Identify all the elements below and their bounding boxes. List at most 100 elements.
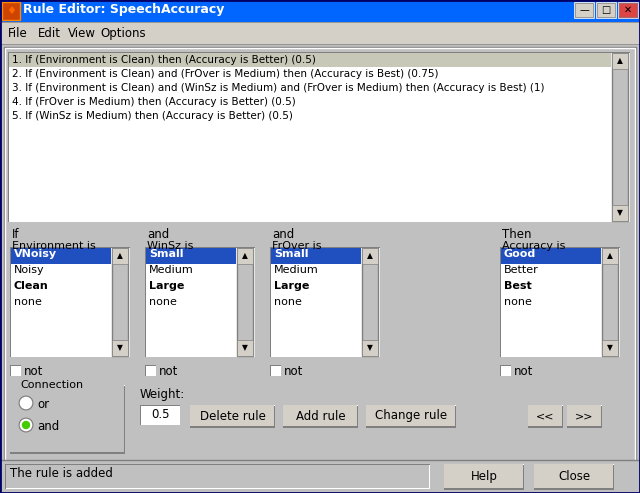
Bar [271, 248, 379, 356]
Bar [596, 2, 616, 18]
Bar [528, 405, 562, 426]
Text: >>: >> [575, 411, 594, 421]
Text: Small: Small [274, 249, 308, 259]
Bar [528, 406, 563, 428]
Bar [11, 248, 130, 357]
Bar [11, 366, 21, 376]
Text: not: not [514, 365, 533, 378]
Bar [574, 2, 594, 18]
Text: or: or [37, 398, 49, 411]
Text: View: View [68, 27, 96, 40]
Text: ▼: ▼ [607, 344, 613, 352]
Text: <<: << [536, 411, 555, 421]
Text: and: and [272, 228, 294, 241]
Bar [283, 405, 358, 427]
Bar [366, 406, 456, 428]
Bar [612, 53, 628, 69]
Text: 0.5: 0.5 [151, 408, 169, 421]
Bar [10, 247, 130, 357]
Bar [501, 248, 601, 264]
Bar [534, 464, 614, 489]
Bar [534, 465, 614, 490]
Bar [11, 366, 20, 375]
Bar [8, 52, 630, 222]
Bar [534, 464, 613, 488]
Text: WinSz is: WinSz is [147, 241, 193, 251]
Bar [2, 2, 20, 20]
Text: ▼: ▼ [242, 344, 248, 352]
Text: ▼: ▼ [367, 344, 373, 352]
Bar [575, 3, 593, 17]
Text: none: none [274, 297, 302, 307]
Text: ▲: ▲ [367, 251, 373, 260]
Text: File: File [8, 27, 28, 40]
Text: Help: Help [470, 470, 497, 483]
Text: and: and [37, 420, 60, 433]
Text: Connection: Connection [20, 380, 83, 390]
Bar [501, 248, 619, 356]
Text: not: not [159, 365, 179, 378]
Text: Then: Then [502, 228, 531, 241]
Bar [146, 366, 155, 375]
Text: ▼: ▼ [117, 344, 123, 352]
Bar [283, 406, 358, 428]
Bar [271, 366, 281, 376]
Bar [6, 465, 429, 488]
Text: Options: Options [100, 27, 146, 40]
Text: Rule Editor: SpeechAccuracy: Rule Editor: SpeechAccuracy [23, 3, 225, 16]
Bar [10, 365, 21, 376]
Text: 1. If (Environment is Clean) then (Accuracy is Better) (0.5): 1. If (Environment is Clean) then (Accur… [12, 55, 316, 65]
Circle shape [19, 418, 33, 432]
Text: 4. If (FrOver is Medium) then (Accuracy is Better) (0.5): 4. If (FrOver is Medium) then (Accuracy … [12, 97, 296, 107]
Bar [237, 248, 253, 356]
Bar [0, 22, 640, 44]
Text: ♦: ♦ [6, 6, 16, 16]
Bar [366, 405, 456, 427]
Bar [18, 384, 86, 394]
Bar [140, 405, 180, 425]
Bar [190, 406, 275, 428]
Bar [112, 248, 128, 264]
Text: □: □ [602, 5, 611, 15]
Bar [500, 365, 511, 376]
Bar [362, 340, 378, 356]
Bar [0, 0, 640, 22]
Bar [6, 465, 430, 489]
Bar [271, 366, 280, 375]
Bar [5, 464, 430, 489]
Bar [190, 405, 275, 427]
Bar [146, 248, 236, 264]
Text: Large: Large [274, 281, 309, 291]
Bar [270, 247, 380, 357]
Bar [362, 248, 378, 356]
Bar [112, 340, 128, 356]
Bar [4, 47, 636, 489]
Bar [501, 366, 510, 375]
Text: ✕: ✕ [624, 5, 632, 15]
Bar [501, 366, 511, 376]
Bar [271, 248, 361, 264]
Text: Add rule: Add rule [296, 410, 346, 423]
Text: Weight:: Weight: [140, 388, 185, 401]
Bar [9, 53, 611, 67]
Text: Noisy: Noisy [14, 265, 45, 275]
Bar [141, 406, 180, 425]
Text: and: and [147, 228, 169, 241]
Circle shape [19, 396, 33, 410]
Text: not: not [284, 365, 303, 378]
Bar [146, 248, 255, 357]
Text: 5. If (WinSz is Medium) then (Accuracy is Better) (0.5): 5. If (WinSz is Medium) then (Accuracy i… [12, 111, 293, 121]
Bar [0, 460, 640, 493]
Bar [10, 385, 125, 453]
Text: none: none [149, 297, 177, 307]
Text: Good: Good [504, 249, 536, 259]
Text: Medium: Medium [274, 265, 319, 275]
Bar [10, 385, 124, 452]
Text: Medium: Medium [149, 265, 194, 275]
Bar [444, 464, 523, 488]
Bar [602, 248, 618, 356]
Text: ▲: ▲ [607, 251, 613, 260]
Text: ▲: ▲ [617, 57, 623, 66]
Bar [602, 340, 618, 356]
Text: Small: Small [149, 249, 184, 259]
